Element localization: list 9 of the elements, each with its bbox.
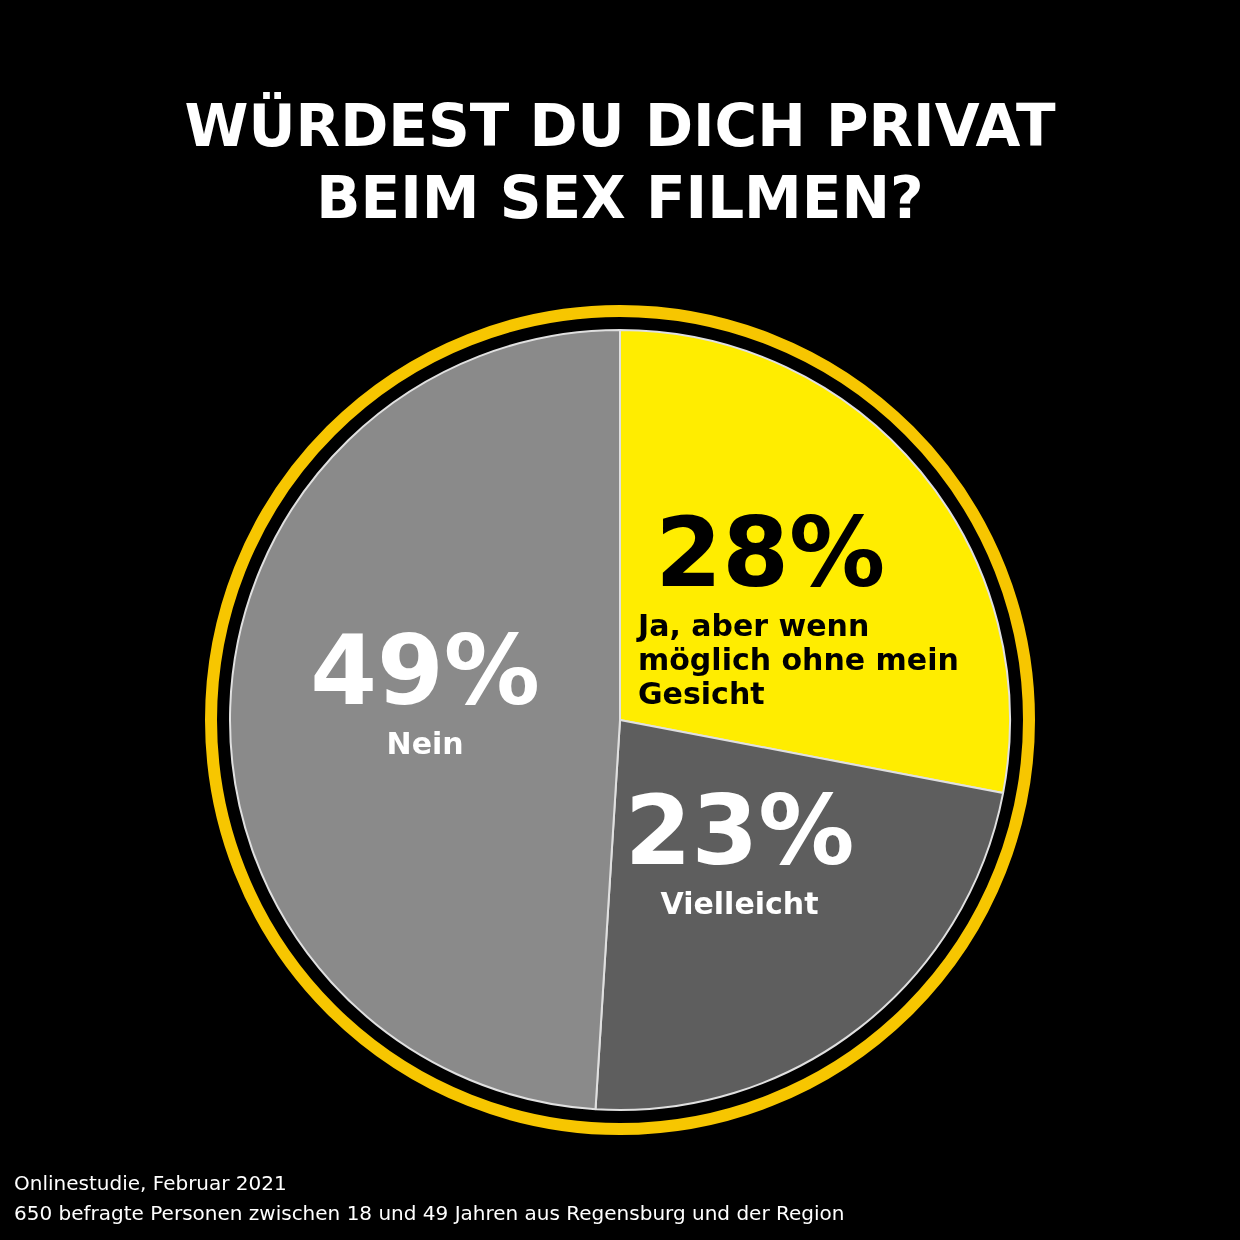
data-label: 23% bbox=[624, 775, 855, 888]
text: 650 befragte Personen zwischen 18 und 49 Jahren aus Regensburg und der Region bbox=[14, 1200, 845, 1227]
slice-label: Vielleicht bbox=[660, 886, 819, 922]
data-label: 49% bbox=[310, 614, 540, 727]
chart-title: WÜRDEST DU DICH PRIVAT BEIM SEX FILMEN? bbox=[183, 91, 1057, 234]
text: Onlinestudie, Februar 2021 bbox=[14, 1170, 288, 1197]
slice-label: Nein bbox=[386, 725, 464, 761]
slice-label: Ja, aber wenn möglich ohne mein Gesicht bbox=[636, 607, 959, 711]
data-label: 28% bbox=[655, 496, 886, 609]
